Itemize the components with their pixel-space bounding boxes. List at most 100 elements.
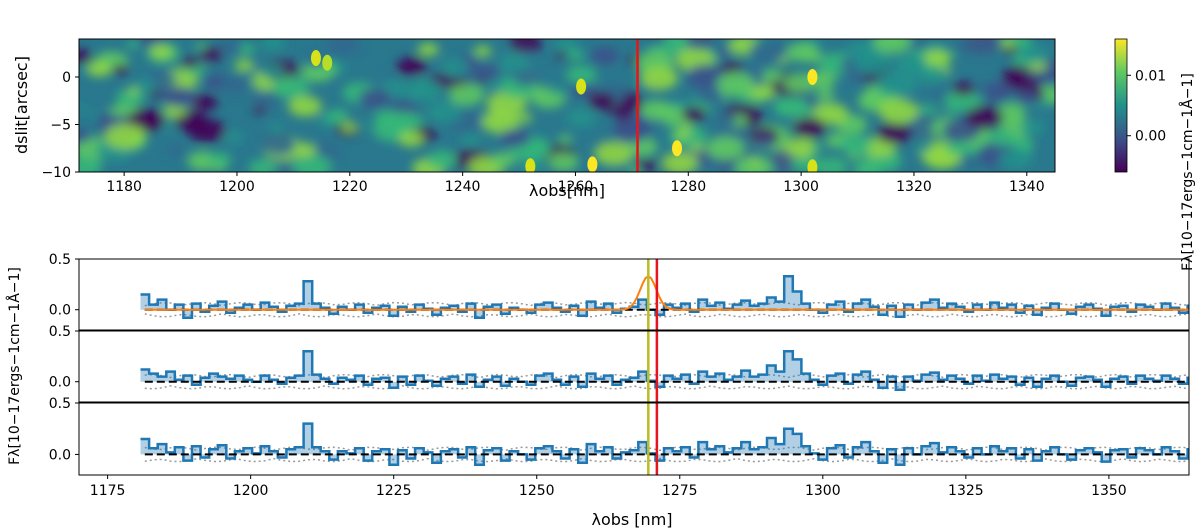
heatmap-y-tick-label: −5 <box>50 118 71 134</box>
heatmap-y-label: dslit[arcsec] <box>12 56 31 154</box>
heatmap-blob <box>636 159 657 172</box>
heatmap-blob <box>292 154 332 172</box>
heatmap-blob <box>481 110 520 134</box>
heatmap-blob <box>839 134 872 155</box>
heatmap-bright-feature <box>576 78 587 95</box>
heatmap-blob <box>396 57 427 76</box>
heatmap-blob <box>440 57 470 76</box>
spectra-y-tick-label: 0.5 <box>49 252 71 268</box>
spectra-panels: 0.00.50.00.50.00.5 1175 1200 1225 1250 1275 1… <box>6 252 1190 529</box>
heatmap-blob <box>112 64 129 75</box>
colorbar-gradient <box>1114 38 1128 173</box>
heatmap-blob <box>173 110 208 132</box>
heatmap-x-tick-label: 1200 <box>219 179 255 195</box>
heatmap-blob <box>459 134 482 148</box>
heatmap-blob <box>783 73 815 93</box>
spectra-y-ticks: 0.0 0.5 0.0 0.5 0.0 0.5 <box>49 252 79 463</box>
heatmap-blob <box>555 51 568 60</box>
spectra-x-tick-label: 1225 <box>376 483 412 499</box>
heatmap-blob <box>853 51 893 76</box>
spectrum-panel-2 <box>140 350 1189 392</box>
heatmap-blob <box>810 144 824 153</box>
heatmap-blob <box>548 152 579 171</box>
heatmap-blob <box>407 79 444 102</box>
heatmap-bright-features <box>310 50 818 172</box>
heatmap-blob <box>958 153 981 167</box>
heatmap-blob <box>773 97 804 117</box>
heatmap-blob <box>426 101 463 123</box>
heatmap-x-tick-label: 1180 <box>106 179 142 195</box>
spectra-vertical-lines <box>647 259 659 475</box>
heatmap-blob <box>565 65 597 85</box>
heatmap-blob <box>996 103 1026 121</box>
spectra-x-tick-label: 1275 <box>662 483 698 499</box>
heatmap-x-tick-label: 1320 <box>896 179 932 195</box>
spectra-x-tick-label: 1200 <box>233 483 269 499</box>
heatmap-x-label: λobs[nm] <box>529 181 605 200</box>
heatmap-blob <box>271 75 310 99</box>
spectra-x-label: λobs [nm] <box>591 510 672 529</box>
error-envelope-lower <box>144 457 1189 463</box>
heatmap-x-tick-label: 1240 <box>445 179 481 195</box>
heatmap-blob <box>253 105 267 114</box>
heatmap-blob <box>166 144 186 157</box>
heatmap-blob <box>104 123 147 150</box>
heatmap-x-ticks: 1180 1200 1220 1240 1260 1280 1300 1320 1340 <box>106 172 1045 195</box>
heatmap-blob <box>79 156 102 172</box>
heatmap-blob <box>923 49 950 66</box>
heatmap-blob <box>217 39 243 54</box>
heatmap-blob <box>565 108 597 128</box>
spectrum-fill <box>140 351 1189 390</box>
heatmap-blob <box>248 159 277 172</box>
heatmap-blob <box>814 156 848 172</box>
heatmap-blob <box>733 62 745 69</box>
heatmap-blob <box>952 81 975 96</box>
spectra-x-tick-label: 1250 <box>519 483 555 499</box>
heatmap-blob <box>931 86 949 98</box>
heatmap-x-tick-label: 1220 <box>332 179 368 195</box>
error-envelope-upper <box>144 373 1189 379</box>
heatmap-blob <box>199 47 223 62</box>
spectra-y-tick-label: 0.0 <box>49 303 71 319</box>
heatmap-blob <box>491 152 516 168</box>
heatmap-blob <box>1020 119 1046 135</box>
error-envelope-lower <box>144 313 1189 318</box>
colorbar-ticks: 0.00 0.01 <box>1127 68 1166 145</box>
heatmap-bright-feature <box>807 69 818 85</box>
heatmap-blob <box>149 44 174 60</box>
heatmap-blob <box>816 89 835 101</box>
heatmap-blob <box>973 86 991 97</box>
heatmap-blob <box>716 47 732 58</box>
heatmap-blob <box>499 128 531 148</box>
heatmap-blob <box>686 64 727 89</box>
spectra-y-tick-label: 0.5 <box>49 396 71 412</box>
heatmap-blob <box>324 39 361 56</box>
colorbar-tick-label: 0.01 <box>1135 68 1166 84</box>
error-envelope-upper <box>144 301 1189 307</box>
spectra-x-tick-label: 1325 <box>948 483 984 499</box>
spectra-y-tick-label: 0.0 <box>49 375 71 391</box>
heatmap-blob <box>640 100 672 120</box>
heatmap-blob <box>590 46 620 65</box>
heatmap-frame <box>78 38 1056 173</box>
heatmap-blob <box>685 39 714 50</box>
heatmap-blob <box>191 94 218 111</box>
heatmap-blob <box>749 158 761 166</box>
heatmap-blob <box>893 124 905 132</box>
spectrum-panel-3-frame <box>78 402 1190 476</box>
spectra-y-label: Fλ[10−17ergs−1cm−1Å−1] <box>6 267 23 465</box>
spectra-x-tick-label: 1350 <box>1091 483 1127 499</box>
heatmap-blob <box>79 104 86 113</box>
heatmap-blob <box>894 53 928 75</box>
heatmap-blob <box>963 39 1003 54</box>
heatmap-blob <box>251 89 280 108</box>
spectra-y-tick-label: 0.0 <box>49 447 71 463</box>
colorbar: 0.00 0.01 Fλ[10−17ergs−1cm−1Å−1] <box>1114 38 1196 271</box>
heatmap-blob <box>98 112 117 124</box>
heatmap-blob <box>87 110 99 117</box>
heatmap-blob <box>639 66 679 91</box>
heatmap-blob <box>218 74 251 95</box>
heatmap-blob <box>517 113 533 123</box>
heatmap-blob <box>325 109 350 124</box>
heatmap-blob <box>786 42 818 62</box>
